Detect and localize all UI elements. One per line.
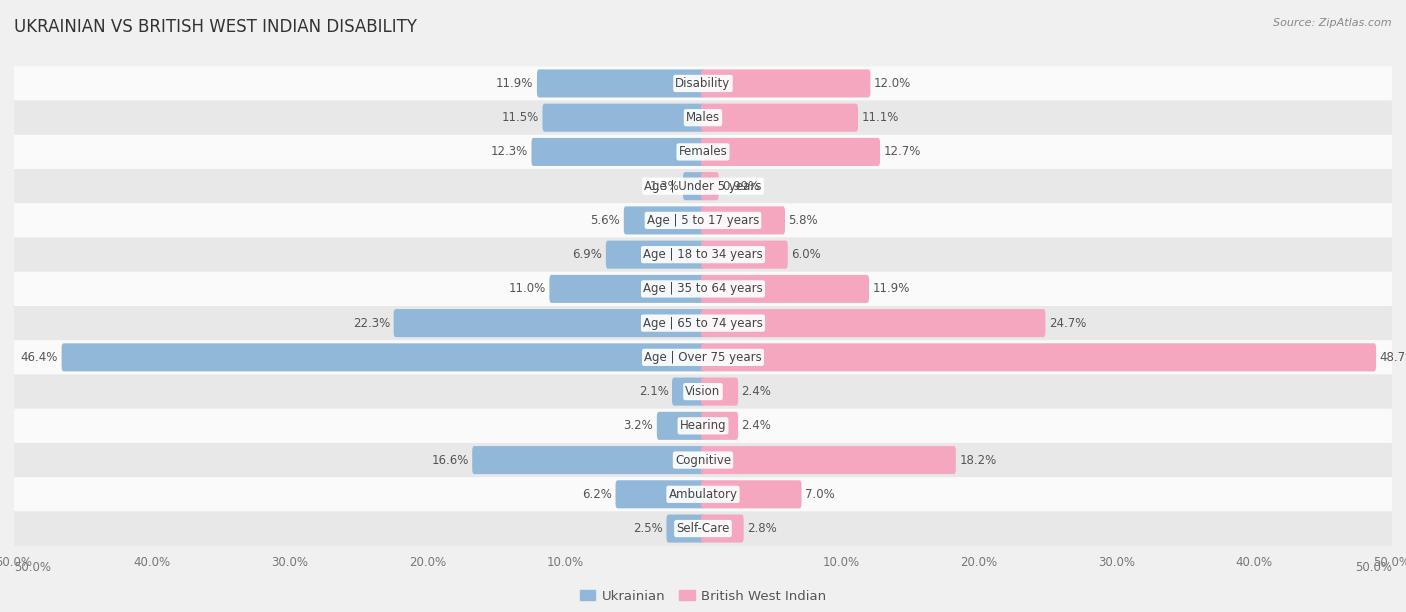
Text: 2.5%: 2.5% xyxy=(633,522,664,535)
Text: 11.9%: 11.9% xyxy=(873,282,910,296)
FancyBboxPatch shape xyxy=(702,480,801,509)
FancyBboxPatch shape xyxy=(702,172,718,200)
FancyBboxPatch shape xyxy=(537,69,704,97)
Text: Age | Over 75 years: Age | Over 75 years xyxy=(644,351,762,364)
Text: UKRAINIAN VS BRITISH WEST INDIAN DISABILITY: UKRAINIAN VS BRITISH WEST INDIAN DISABIL… xyxy=(14,18,418,36)
Text: 12.7%: 12.7% xyxy=(883,146,921,159)
FancyBboxPatch shape xyxy=(14,203,1392,237)
Text: 5.8%: 5.8% xyxy=(789,214,818,227)
FancyBboxPatch shape xyxy=(14,66,1392,100)
Text: 11.5%: 11.5% xyxy=(502,111,538,124)
Text: Cognitive: Cognitive xyxy=(675,453,731,466)
Text: 48.7%: 48.7% xyxy=(1379,351,1406,364)
FancyBboxPatch shape xyxy=(624,206,704,234)
FancyBboxPatch shape xyxy=(672,378,704,406)
FancyBboxPatch shape xyxy=(702,412,738,440)
FancyBboxPatch shape xyxy=(702,275,869,303)
Text: 22.3%: 22.3% xyxy=(353,316,391,330)
FancyBboxPatch shape xyxy=(702,378,738,406)
Text: 46.4%: 46.4% xyxy=(21,351,58,364)
Text: 6.2%: 6.2% xyxy=(582,488,612,501)
FancyBboxPatch shape xyxy=(472,446,704,474)
Text: 2.4%: 2.4% xyxy=(741,385,772,398)
FancyBboxPatch shape xyxy=(14,169,1392,203)
FancyBboxPatch shape xyxy=(683,172,704,200)
FancyBboxPatch shape xyxy=(14,477,1392,512)
Text: Age | 35 to 64 years: Age | 35 to 64 years xyxy=(643,282,763,296)
Text: 50.0%: 50.0% xyxy=(14,561,51,574)
FancyBboxPatch shape xyxy=(702,241,787,269)
Text: 0.99%: 0.99% xyxy=(723,180,759,193)
FancyBboxPatch shape xyxy=(616,480,704,509)
FancyBboxPatch shape xyxy=(702,103,858,132)
Text: 18.2%: 18.2% xyxy=(959,453,997,466)
FancyBboxPatch shape xyxy=(702,69,870,97)
Text: 1.3%: 1.3% xyxy=(650,180,679,193)
Text: 6.9%: 6.9% xyxy=(572,248,602,261)
FancyBboxPatch shape xyxy=(14,512,1392,546)
Legend: Ukrainian, British West Indian: Ukrainian, British West Indian xyxy=(574,584,832,608)
Text: Source: ZipAtlas.com: Source: ZipAtlas.com xyxy=(1274,18,1392,28)
Text: 16.6%: 16.6% xyxy=(432,453,468,466)
FancyBboxPatch shape xyxy=(550,275,704,303)
FancyBboxPatch shape xyxy=(702,343,1376,371)
FancyBboxPatch shape xyxy=(543,103,704,132)
Text: 12.3%: 12.3% xyxy=(491,146,529,159)
FancyBboxPatch shape xyxy=(702,138,880,166)
Text: Males: Males xyxy=(686,111,720,124)
FancyBboxPatch shape xyxy=(702,309,1046,337)
FancyBboxPatch shape xyxy=(606,241,704,269)
FancyBboxPatch shape xyxy=(14,272,1392,306)
Text: 7.0%: 7.0% xyxy=(806,488,835,501)
Text: 2.8%: 2.8% xyxy=(747,522,778,535)
FancyBboxPatch shape xyxy=(14,237,1392,272)
Text: 5.6%: 5.6% xyxy=(591,214,620,227)
Text: Ambulatory: Ambulatory xyxy=(668,488,738,501)
FancyBboxPatch shape xyxy=(702,515,744,543)
Text: 11.9%: 11.9% xyxy=(496,77,533,90)
Text: Self-Care: Self-Care xyxy=(676,522,730,535)
Text: Age | 5 to 17 years: Age | 5 to 17 years xyxy=(647,214,759,227)
Text: 6.0%: 6.0% xyxy=(792,248,821,261)
FancyBboxPatch shape xyxy=(702,446,956,474)
FancyBboxPatch shape xyxy=(657,412,704,440)
FancyBboxPatch shape xyxy=(531,138,704,166)
FancyBboxPatch shape xyxy=(14,375,1392,409)
Text: 12.0%: 12.0% xyxy=(875,77,911,90)
FancyBboxPatch shape xyxy=(62,343,704,371)
FancyBboxPatch shape xyxy=(666,515,704,543)
FancyBboxPatch shape xyxy=(14,100,1392,135)
Text: 2.4%: 2.4% xyxy=(741,419,772,432)
Text: Age | 65 to 74 years: Age | 65 to 74 years xyxy=(643,316,763,330)
FancyBboxPatch shape xyxy=(702,206,785,234)
Text: 11.0%: 11.0% xyxy=(509,282,546,296)
Text: Vision: Vision xyxy=(685,385,721,398)
FancyBboxPatch shape xyxy=(14,135,1392,169)
Text: 50.0%: 50.0% xyxy=(1355,561,1392,574)
FancyBboxPatch shape xyxy=(14,306,1392,340)
Text: Age | Under 5 years: Age | Under 5 years xyxy=(644,180,762,193)
FancyBboxPatch shape xyxy=(14,443,1392,477)
Text: 11.1%: 11.1% xyxy=(862,111,898,124)
Text: 2.1%: 2.1% xyxy=(638,385,669,398)
Text: 24.7%: 24.7% xyxy=(1049,316,1087,330)
FancyBboxPatch shape xyxy=(394,309,704,337)
Text: 3.2%: 3.2% xyxy=(624,419,654,432)
Text: Disability: Disability xyxy=(675,77,731,90)
Text: Females: Females xyxy=(679,146,727,159)
FancyBboxPatch shape xyxy=(14,340,1392,375)
Text: Hearing: Hearing xyxy=(679,419,727,432)
FancyBboxPatch shape xyxy=(14,409,1392,443)
Text: Age | 18 to 34 years: Age | 18 to 34 years xyxy=(643,248,763,261)
